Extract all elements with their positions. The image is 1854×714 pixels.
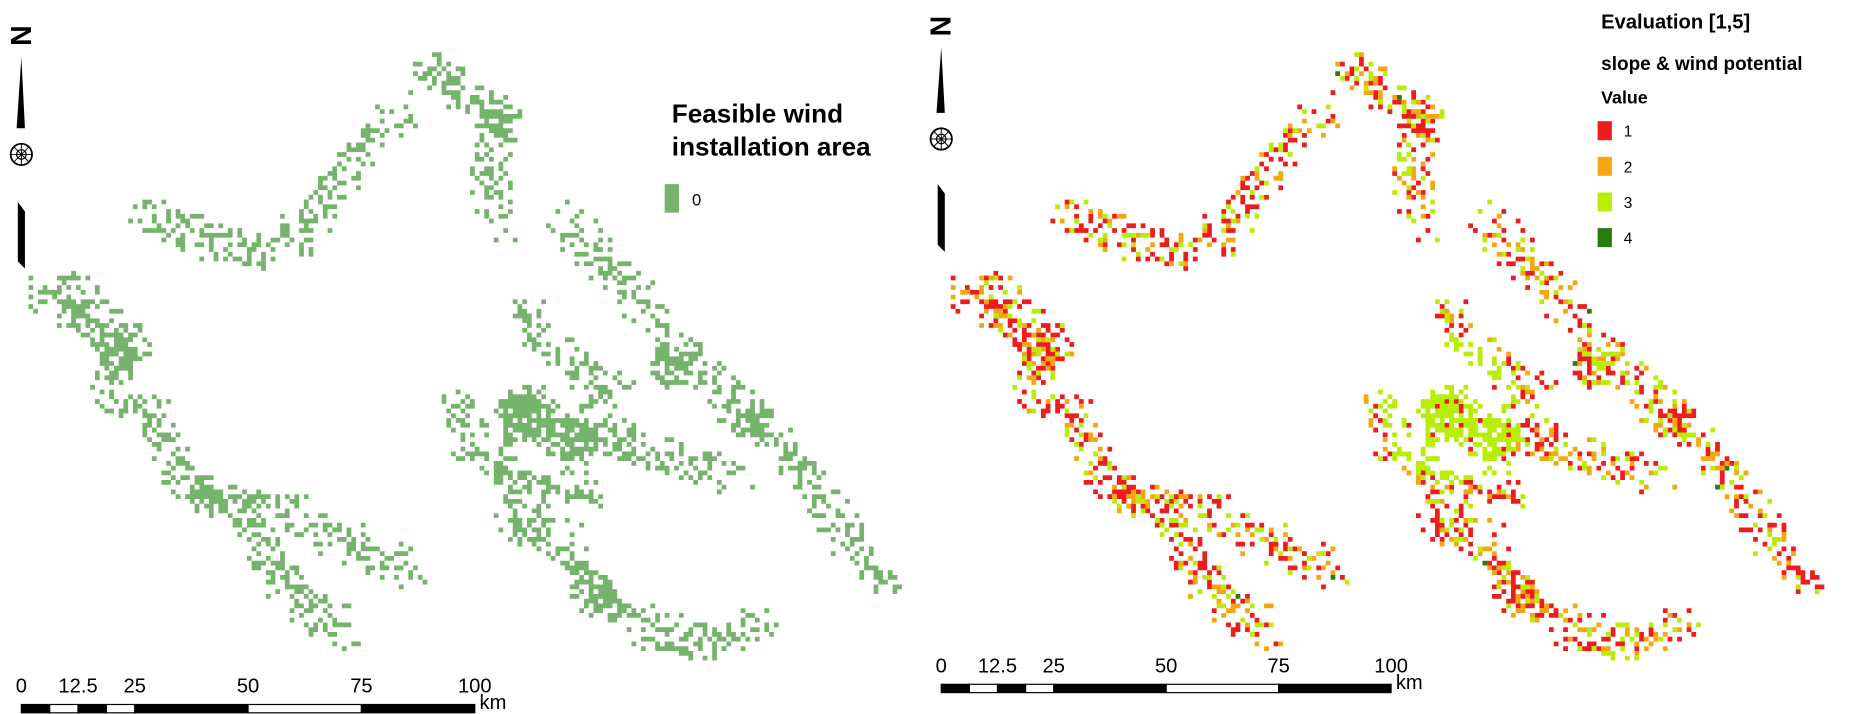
scale-label: 75 [350,676,372,698]
scale-label: 50 [237,676,259,698]
scale-label: 12.5 [58,676,97,698]
scale-segment [1026,684,1054,692]
map-canvas: N N Feasible wind installation area 0 Ev… [0,0,1854,714]
legend-title: Evaluation [1,5] [1601,12,1750,34]
scale-unit: km [1396,672,1423,694]
legend-swatch [1598,157,1612,176]
legend-swatch [1598,228,1612,247]
scale-label: 50 [1155,655,1177,677]
evaluation-cells [1236,71,1730,598]
scale-segment [997,684,1025,692]
scale-label: 12.5 [978,655,1017,677]
scale-segment [1054,684,1166,692]
legend-label: 1 [1624,124,1633,141]
scale-label: 25 [124,676,146,698]
legend-swatch [665,184,679,213]
north-arrow: N [926,16,958,252]
scale-segment [135,704,248,712]
scale-unit: km [480,692,507,714]
scale-segment [361,704,474,712]
legend-items: 1 2 3 4 [1598,121,1633,247]
legend-label: 0 [692,191,701,210]
scale-segment [78,704,106,712]
scale-segment [969,684,997,692]
scale-segment [50,704,78,712]
scale-segment [1166,684,1278,692]
scale-segment [941,684,969,692]
scale-segment [106,704,134,712]
legend-label: 3 [1624,195,1633,212]
legend-title: Feasible wind installation area [672,97,909,164]
north-label: N [6,25,38,46]
scale-label: 0 [936,655,947,677]
legend-swatch [1598,121,1612,140]
legend-swatch [1598,192,1612,211]
raster-cells [28,52,1824,660]
legend-subtitle: slope & wind potential [1601,54,1802,75]
scale-label: 25 [1042,655,1064,677]
evaluation-cells [951,57,1825,651]
scale-segment [21,704,49,712]
north-arrow: N [6,25,38,268]
legend-label: 4 [1624,231,1633,248]
north-label: N [926,16,958,37]
scale-label: 0 [16,676,27,698]
map-screenshot: N N Feasible wind installation area 0 Ev… [0,0,1854,714]
evaluation-cells [951,52,1796,656]
legend-field: Value [1601,87,1648,107]
legend-title-box: Feasible wind installation area [672,97,909,173]
scale-label: 75 [1267,655,1289,677]
scale-segment [1279,684,1391,692]
legend-label: 2 [1624,159,1633,176]
scale-segment [248,704,361,712]
